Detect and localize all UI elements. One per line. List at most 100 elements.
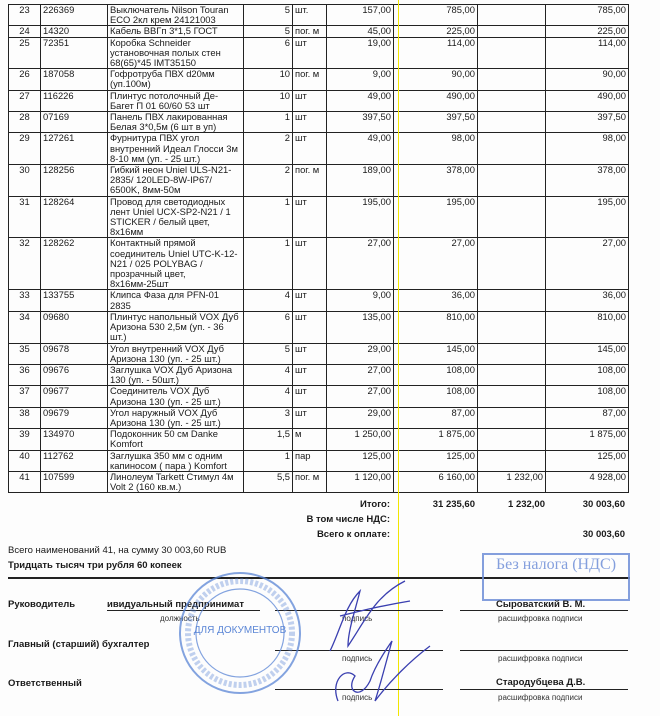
item-unit: шт. <box>292 3 327 27</box>
item-total: 810,00 <box>545 310 629 344</box>
item-quantity: 10 <box>243 68 293 91</box>
item-discount <box>477 237 546 291</box>
item-total: 225,00 <box>545 25 629 38</box>
item-sum: 810,00 <box>393 310 478 344</box>
item-name: Гофротруба ПВХ d20мм (уп.100м) <box>107 68 244 91</box>
item-quantity: 1 <box>243 237 293 291</box>
item-sum: 114,00 <box>393 36 478 70</box>
item-unit: шт <box>292 342 327 365</box>
item-total: 108,00 <box>545 363 629 387</box>
scan-artifact-line <box>398 0 399 716</box>
item-unit: шт <box>292 237 327 291</box>
item-discount <box>477 89 546 113</box>
item-discount <box>477 164 546 197</box>
item-price: 27,00 <box>326 363 394 387</box>
item-unit: шт <box>292 195 327 239</box>
item-quantity: 5 <box>243 3 293 27</box>
item-quantity: 10 <box>243 89 293 113</box>
item-name: Угол наружный VOX Дуб Аризона 130 (уп. -… <box>107 406 244 430</box>
director-signature-line <box>275 610 443 612</box>
item-name: Клипса Фаза для PFN-01 2835 <box>107 289 244 312</box>
item-unit: шт <box>292 132 327 166</box>
item-total: 785,00 <box>545 3 629 27</box>
table-row: 38 09679 Угол наружный VOX Дуб Аризона 130… <box>8 406 629 430</box>
item-discount <box>477 111 546 134</box>
tax-stamp: Без налога (НДС) <box>482 553 630 602</box>
item-name: Коробка Schneider установочная полых сте… <box>107 36 244 70</box>
item-name: Провод для светодиодных лент Uniel UCX-S… <box>107 195 244 239</box>
itogo-sum: 31 235,60 <box>432 499 475 511</box>
item-code: 09676 <box>40 363 108 387</box>
pay-total: 30 003,60 <box>582 529 625 541</box>
item-discount: 1 232,00 <box>477 470 546 494</box>
item-total: 90,00 <box>545 68 629 91</box>
item-price: 157,00 <box>326 3 394 27</box>
item-sum: 145,00 <box>393 342 478 365</box>
table-row: 37 09677 Соединитель VOX Дуб Аризона 130 (… <box>8 385 629 408</box>
item-quantity: 5 <box>243 342 293 365</box>
item-price: 9,00 <box>326 68 394 91</box>
item-total: 98,00 <box>545 132 629 166</box>
item-name: Плинтус напольный VOX Дуб Аризона 530 2,… <box>107 310 244 344</box>
item-discount <box>477 195 546 239</box>
table-row: 40 112762 Заглушка 350 мм с одним капиносо… <box>8 449 629 472</box>
item-price: 49,00 <box>326 89 394 113</box>
item-sum: 98,00 <box>393 132 478 166</box>
row-number: 41 <box>8 470 41 494</box>
item-sum: 90,00 <box>393 68 478 91</box>
table-row: 36 09676 Заглушка VOX Дуб Аризона 130 (уп.… <box>8 363 629 387</box>
item-name: Контактный прямой соединитель Uniel UTC-… <box>107 237 244 291</box>
seal-and-signatures: ДЛЯ ДОКУМЕНТОВ <box>179 572 431 702</box>
item-quantity: 1 <box>243 195 293 239</box>
item-unit: пог. м <box>292 470 327 494</box>
itogo-label: Итого: <box>360 499 390 511</box>
item-price: 19,00 <box>326 36 394 70</box>
row-number: 28 <box>8 111 41 134</box>
item-code: 128264 <box>40 195 108 239</box>
item-code: 128262 <box>40 237 108 291</box>
item-code: 127261 <box>40 132 108 166</box>
item-name: Заглушка 350 мм с одним капиносом ( пара… <box>107 449 244 472</box>
item-unit: шт <box>292 363 327 387</box>
item-unit: шт <box>292 111 327 134</box>
row-number: 33 <box>8 289 41 312</box>
item-name: Гибкий неон Uniel ULS-N21-2835/ 120LED-8… <box>107 164 244 197</box>
director-signature-icon <box>329 580 411 652</box>
accountant-label: Главный (старший) бухгалтер <box>8 639 150 651</box>
item-sum: 195,00 <box>393 195 478 239</box>
table-row: 25 72351 Коробка Schneider установочная по… <box>8 36 629 70</box>
row-number: 38 <box>8 406 41 430</box>
item-unit: пар <box>292 449 327 472</box>
item-quantity: 1,5 <box>243 428 293 451</box>
item-name: Заглушка VOX Дуб Аризона 130 (уп. - 50шт… <box>107 363 244 387</box>
item-name: Выключатель Nilson Touran ECO 2кл крем 2… <box>107 3 244 27</box>
itogo-total: 30 003,60 <box>582 499 625 511</box>
item-name: Панель ПВХ лакированная Белая 3*0,5м (6 … <box>107 111 244 134</box>
item-discount <box>477 310 546 344</box>
item-price: 125,00 <box>326 449 394 472</box>
table-row: 24 14320 Кабель ВВГп 3*1,5 ГОСТ 5 пог. м 45,0… <box>8 25 629 38</box>
item-code: 128256 <box>40 164 108 197</box>
table-row: 27 116226 Плинтус потолочный Де-Багет П 01… <box>8 89 629 113</box>
item-total: 27,00 <box>545 237 629 291</box>
row-number: 40 <box>8 449 41 472</box>
item-quantity: 1 <box>243 449 293 472</box>
item-unit: м <box>292 428 327 451</box>
item-price: 29,00 <box>326 342 394 365</box>
item-total: 108,00 <box>545 385 629 408</box>
item-name: Фурнитура ПВХ угол внутренний Идеал Глос… <box>107 132 244 166</box>
item-discount <box>477 132 546 166</box>
item-total: 195,00 <box>545 195 629 239</box>
row-number: 39 <box>8 428 41 451</box>
row-number: 32 <box>8 237 41 291</box>
item-total: 490,00 <box>545 89 629 113</box>
item-discount <box>477 428 546 451</box>
item-total: 125,00 <box>545 449 629 472</box>
item-discount <box>477 449 546 472</box>
item-unit: шт <box>292 36 327 70</box>
item-name: Соединитель VOX Дуб Аризона 130 (уп. - 2… <box>107 385 244 408</box>
divider <box>8 577 630 580</box>
signature-caption: подпись <box>342 654 373 664</box>
item-code: 107599 <box>40 470 108 494</box>
item-discount <box>477 363 546 387</box>
